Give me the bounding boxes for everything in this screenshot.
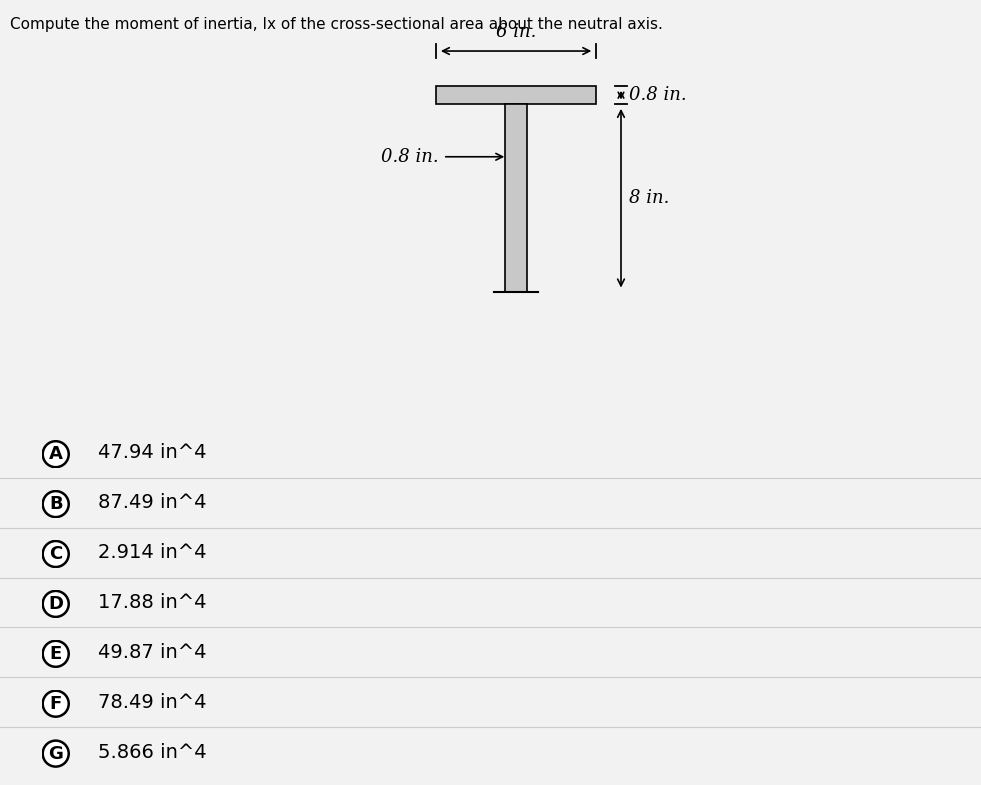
- Text: 78.49 in^4: 78.49 in^4: [98, 693, 207, 712]
- Text: 2.914 in^4: 2.914 in^4: [98, 543, 207, 562]
- Text: G: G: [48, 745, 63, 762]
- Bar: [436, 86, 596, 104]
- Circle shape: [43, 740, 69, 767]
- Text: 8 in.: 8 in.: [629, 189, 669, 207]
- Text: 0.8 in.: 0.8 in.: [629, 86, 687, 104]
- Text: 47.94 in^4: 47.94 in^4: [98, 444, 207, 462]
- Text: E: E: [50, 644, 62, 663]
- Text: 5.866 in^4: 5.866 in^4: [98, 743, 207, 761]
- Circle shape: [43, 491, 69, 517]
- Text: 49.87 in^4: 49.87 in^4: [98, 643, 207, 662]
- Text: F: F: [50, 695, 62, 713]
- Text: 17.88 in^4: 17.88 in^4: [98, 593, 207, 612]
- Circle shape: [43, 641, 69, 666]
- Text: 0.8 in.: 0.8 in.: [381, 148, 439, 166]
- Text: 6 in.: 6 in.: [496, 24, 537, 41]
- Circle shape: [43, 541, 69, 567]
- Text: C: C: [49, 545, 63, 563]
- Bar: [505, 104, 527, 292]
- Text: D: D: [48, 595, 63, 613]
- Text: 87.49 in^4: 87.49 in^4: [98, 493, 207, 512]
- Text: B: B: [49, 495, 63, 513]
- Circle shape: [43, 591, 69, 617]
- Text: A: A: [49, 445, 63, 463]
- Circle shape: [43, 441, 69, 467]
- Text: Compute the moment of inertia, Ix of the cross-sectional area about the neutral : Compute the moment of inertia, Ix of the…: [10, 17, 663, 32]
- Circle shape: [43, 691, 69, 717]
